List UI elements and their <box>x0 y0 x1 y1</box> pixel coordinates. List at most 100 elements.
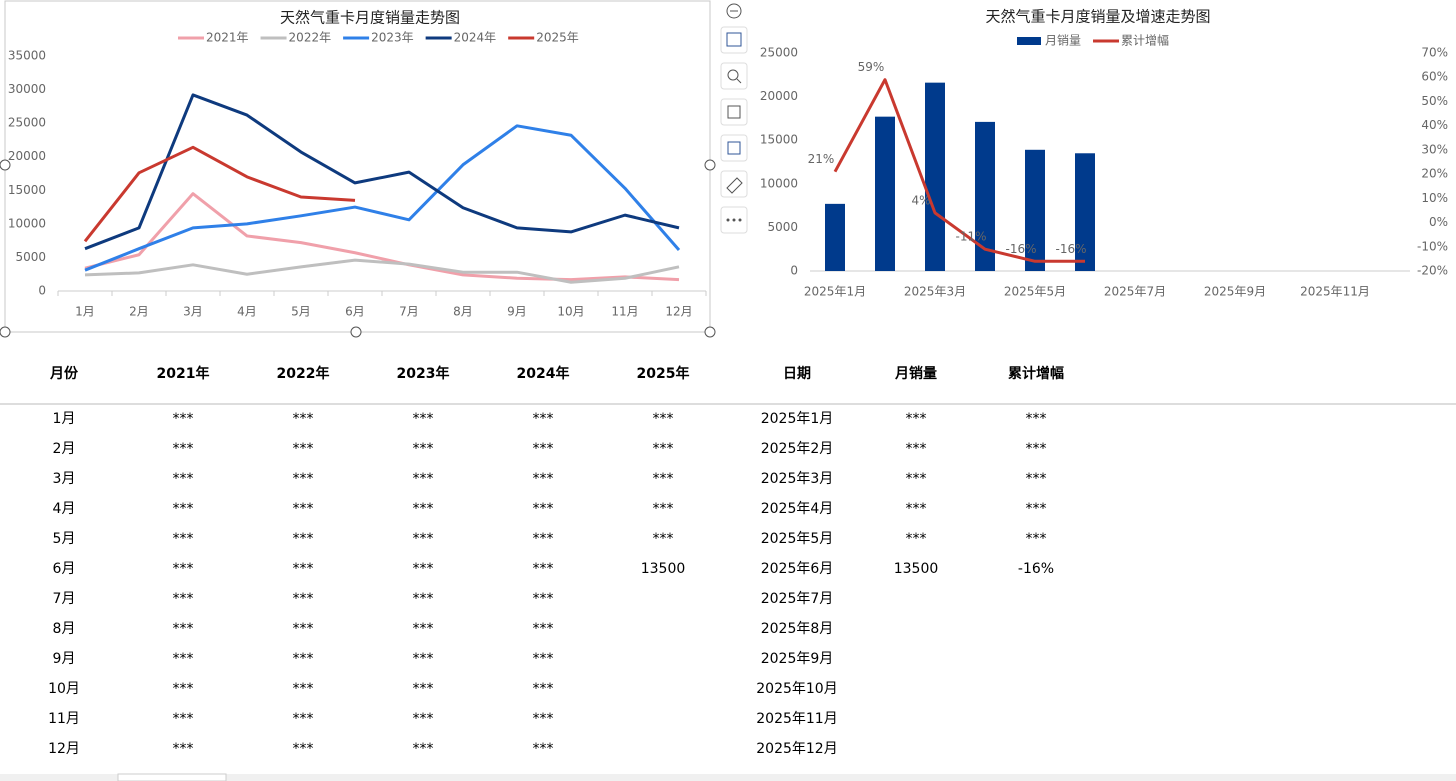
handle[interactable] <box>350 326 362 338</box>
handle[interactable] <box>0 326 11 338</box>
x-tick-label: 6月 <box>345 305 365 319</box>
x-tick-label: 8月 <box>453 305 473 319</box>
bar <box>1075 153 1095 271</box>
cell: *** <box>413 531 434 547</box>
cell: 12月 <box>48 741 80 757</box>
y2-tick-label: 10% <box>1421 191 1448 205</box>
y-tick-label: 10000 <box>760 176 798 190</box>
cell: 11月 <box>48 711 80 727</box>
cell: *** <box>173 501 194 517</box>
cell: *** <box>906 471 927 487</box>
cell: *** <box>906 531 927 547</box>
cell: 2025年4月 <box>761 501 834 517</box>
line-series <box>84 124 681 272</box>
x-tick-label: 1月 <box>75 305 95 319</box>
handle[interactable] <box>704 326 716 338</box>
cell: *** <box>293 501 314 517</box>
cell: 4月 <box>53 501 76 517</box>
y-tick-label: 0 <box>790 264 798 278</box>
cell: *** <box>1026 471 1047 487</box>
cell: *** <box>653 441 674 457</box>
cell: *** <box>173 531 194 547</box>
cell: 8月 <box>53 621 76 637</box>
cell: *** <box>293 621 314 637</box>
line-series <box>84 258 680 284</box>
cell: *** <box>413 411 434 427</box>
cell: *** <box>173 441 194 457</box>
cell: *** <box>906 411 927 427</box>
sheet-tab-bar <box>0 774 1456 781</box>
cell: *** <box>533 441 554 457</box>
x-tick-label: 2月 <box>129 305 149 319</box>
cell: 5月 <box>53 531 76 547</box>
bar <box>925 82 945 271</box>
column-header: 累计增幅 <box>1008 365 1064 382</box>
handle[interactable] <box>0 159 11 171</box>
x-tick-label: 3月 <box>183 305 203 319</box>
cell: 2025年3月 <box>761 471 834 487</box>
cell: *** <box>1026 531 1047 547</box>
x-tick-label: 2025年1月 <box>804 285 866 299</box>
y2-tick-label: -10% <box>1417 239 1448 253</box>
cell: *** <box>1026 411 1047 427</box>
y-tick-label: 30000 <box>8 82 46 96</box>
cell: *** <box>653 531 674 547</box>
y-tick-label: 20000 <box>760 89 798 103</box>
legend-label: 月销量 <box>1045 34 1081 48</box>
zoom-button[interactable] <box>720 62 748 90</box>
fit-button[interactable] <box>720 134 748 162</box>
y-tick-label: 25000 <box>8 116 46 130</box>
chart-elements-button[interactable] <box>720 26 748 54</box>
data-label: -16% <box>1005 242 1036 256</box>
cell: -16% <box>1018 561 1054 577</box>
cell: 13500 <box>894 561 939 577</box>
cell: *** <box>533 411 554 427</box>
clear-button[interactable] <box>720 170 748 198</box>
handle[interactable] <box>704 159 716 171</box>
cell: 3月 <box>53 471 76 487</box>
cell: *** <box>293 681 314 697</box>
x-tick-label: 5月 <box>291 305 311 319</box>
cell: *** <box>413 441 434 457</box>
cell: 13500 <box>641 561 686 577</box>
cell: *** <box>173 471 194 487</box>
cell: *** <box>173 411 194 427</box>
cell: 2025年6月 <box>761 561 834 577</box>
data-label: -11% <box>955 230 986 244</box>
y2-tick-label: 30% <box>1421 142 1448 156</box>
line-series <box>84 192 680 282</box>
column-header: 2024年 <box>517 365 570 382</box>
y2-tick-label: 40% <box>1421 118 1448 132</box>
cell: 2025年12月 <box>756 741 837 757</box>
cell: *** <box>173 621 194 637</box>
cell: 2025年8月 <box>761 621 834 637</box>
more-button[interactable] <box>720 206 748 234</box>
cell: *** <box>413 501 434 517</box>
column-header: 日期 <box>783 366 811 382</box>
y-tick-label: 15000 <box>8 183 46 197</box>
line-series <box>83 145 356 243</box>
sheet-tab[interactable] <box>117 773 227 781</box>
y2-tick-label: 60% <box>1421 70 1448 84</box>
cell: *** <box>293 531 314 547</box>
cell: 2025年5月 <box>761 531 834 547</box>
cell: *** <box>293 591 314 607</box>
collapse-button[interactable] <box>726 3 742 19</box>
cell: *** <box>653 471 674 487</box>
line-series <box>833 78 1085 263</box>
cell: *** <box>653 411 674 427</box>
y-tick-label: 5000 <box>767 220 798 234</box>
x-tick-label: 11月 <box>611 305 638 319</box>
cell: *** <box>533 741 554 757</box>
cell: *** <box>533 651 554 667</box>
cell: 2025年11月 <box>756 711 837 727</box>
data-label: 21% <box>808 152 835 166</box>
column-header: 2023年 <box>397 365 450 382</box>
cell: *** <box>293 411 314 427</box>
chart-title: 天然气重卡月度销量走势图 <box>280 9 460 27</box>
legend-label: 2024年 <box>454 31 497 45</box>
crop-button[interactable] <box>720 98 748 126</box>
cell: *** <box>533 681 554 697</box>
cell: *** <box>533 471 554 487</box>
